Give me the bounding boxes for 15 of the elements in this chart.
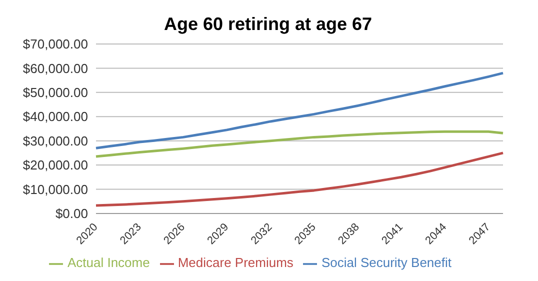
y-tick-label: $30,000.00 (22, 133, 88, 148)
line-series (94, 72, 504, 150)
line-series (94, 152, 504, 207)
y-tick-label: $60,000.00 (22, 60, 88, 76)
y-tick-label: $0.00 (55, 206, 88, 222)
y-tick-label: $40,000.00 (22, 109, 88, 124)
legend-label: Social Security Benefit (321, 255, 452, 270)
y-tick-label: $10,000.00 (22, 182, 88, 197)
legend-label: Actual Income (67, 255, 150, 270)
y-tick-label: $50,000.00 (22, 85, 88, 100)
y-tick-label: $70,000.00 (22, 36, 88, 52)
y-tick-label: $20,000.00 (22, 158, 88, 173)
chart-title: Age 60 retiring at age 67 (164, 14, 372, 34)
line-series (94, 130, 504, 158)
legend-label: Medicare Premiums (178, 255, 294, 270)
